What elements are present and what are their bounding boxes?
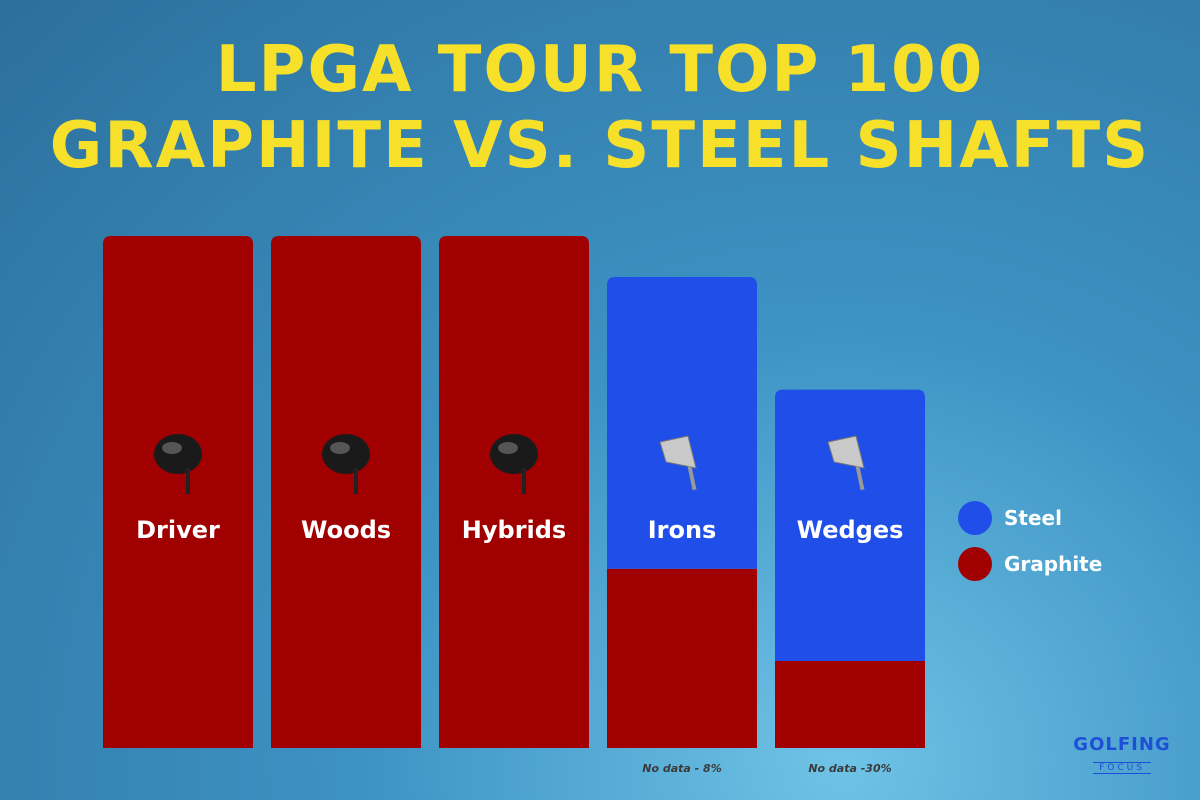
legend: Steel Graphite bbox=[958, 500, 1102, 592]
bar-wedges-steel bbox=[775, 389, 925, 661]
golf-club-icon-wedges bbox=[827, 435, 865, 491]
legend-item-steel: Steel bbox=[958, 500, 1102, 536]
logo-wordmark: GOLFING bbox=[1062, 734, 1182, 755]
bar-label-irons: Irons bbox=[648, 516, 717, 544]
legend-label-graphite: Graphite bbox=[1004, 552, 1103, 576]
bar-label-wedges: Wedges bbox=[797, 516, 904, 544]
legend-swatch-graphite bbox=[958, 547, 992, 581]
chart-title-line-1: LPGA TOUR TOP 100 bbox=[215, 33, 985, 107]
note-wedges: No data -30% bbox=[808, 762, 891, 775]
bar-label-hybrids: Hybrids bbox=[462, 516, 566, 544]
bar-woods-graphite bbox=[271, 236, 421, 748]
bar-label-woods: Woods bbox=[301, 516, 391, 544]
bar-wedges-graphite bbox=[775, 660, 925, 748]
bar-irons-steel bbox=[607, 276, 757, 569]
logo-subtitle: FOCUS bbox=[1093, 762, 1151, 774]
legend-swatch-steel bbox=[958, 501, 992, 535]
logo-text: GOLFING bbox=[1073, 734, 1171, 755]
golfing-focus-logo: GOLFING FOCUS bbox=[1062, 734, 1182, 774]
note-irons: No data - 8% bbox=[642, 762, 721, 775]
chart-title-line-2: GRAPHITE VS. STEEL SHAFTS bbox=[49, 109, 1151, 183]
golf-club-icon-woods bbox=[322, 434, 370, 494]
legend-item-graphite: Graphite bbox=[958, 546, 1102, 582]
bar-hybrids-graphite bbox=[439, 236, 589, 748]
legend-label-steel: Steel bbox=[1004, 506, 1062, 530]
golf-club-icon-irons bbox=[659, 435, 697, 491]
bar-driver-graphite bbox=[103, 236, 253, 748]
bar-label-driver: Driver bbox=[136, 516, 220, 544]
bar-irons-graphite bbox=[607, 568, 757, 748]
golf-club-icon-driver bbox=[154, 434, 202, 494]
golf-club-icon-hybrids bbox=[490, 434, 538, 494]
